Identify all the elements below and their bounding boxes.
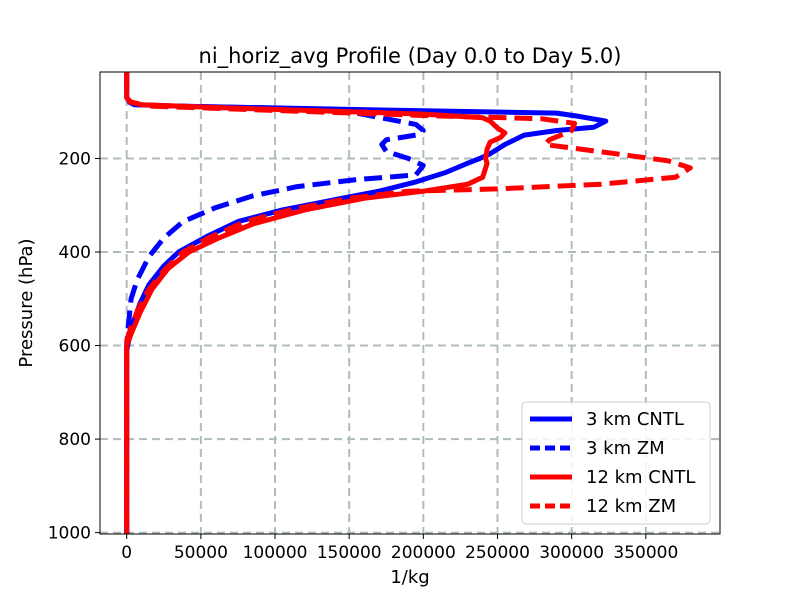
x-tick-label: 100000 <box>243 543 308 563</box>
legend-label: 12 km CNTL <box>586 467 695 488</box>
plot-frame <box>99 71 721 535</box>
x-tick-label: 300000 <box>539 543 604 563</box>
series-line-12-km-zm <box>124 72 693 534</box>
chart-title: ni_horiz_avg Profile (Day 0.0 to Day 5.0… <box>199 44 622 69</box>
x-tick-label: 200000 <box>391 543 456 563</box>
y-axis: 200 400 600 800 1000 <box>48 150 100 544</box>
y-tick-label: 800 <box>59 430 91 450</box>
legend-label: 3 km CNTL <box>586 409 684 430</box>
x-tick-label: 150000 <box>317 543 382 563</box>
x-tick-label: 0 <box>121 543 132 563</box>
legend: 3 km CNTL 3 km ZM 12 km CNTL 12 km ZM <box>521 401 711 525</box>
y-tick-label: 200 <box>59 150 91 170</box>
legend-box <box>521 401 711 525</box>
series-layer <box>124 72 693 534</box>
legend-label: 12 km ZM <box>586 496 676 517</box>
legend-label: 3 km ZM <box>586 438 665 459</box>
x-tick-label: 350000 <box>613 543 678 563</box>
y-tick-label: 1000 <box>48 524 91 544</box>
y-tick-label: 400 <box>59 243 91 263</box>
y-axis-label: Pressure (hPa) <box>16 238 37 367</box>
x-axis-label: 1/kg <box>390 567 429 588</box>
x-axis: 0 50000 100000 150000 200000 250000 300000 3500… <box>121 534 678 563</box>
x-tick-label: 250000 <box>465 543 530 563</box>
y-tick-label: 600 <box>59 337 91 357</box>
x-tick-label: 50000 <box>174 543 228 563</box>
